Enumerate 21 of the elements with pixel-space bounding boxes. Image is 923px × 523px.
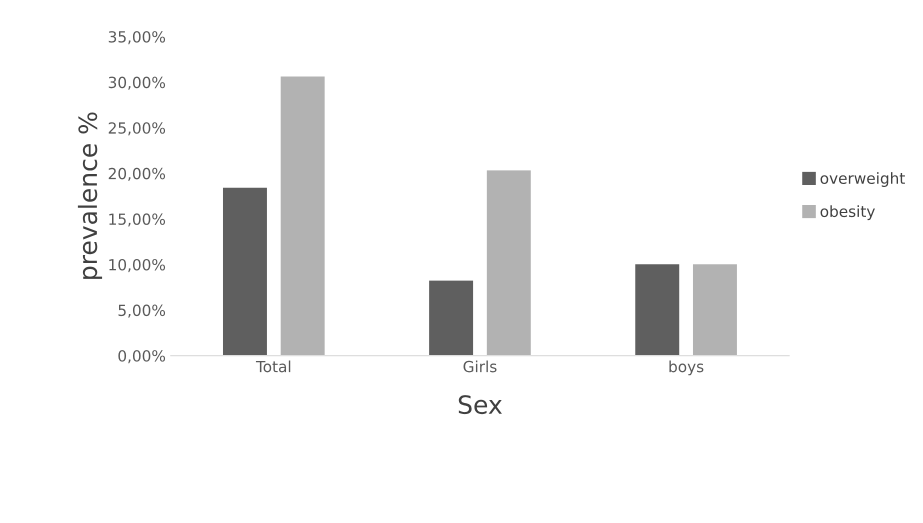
y-tick-label: 15,00% (109, 213, 166, 226)
y-tick-label: 30,00% (108, 76, 166, 90)
y-axis-title: prevalence % (78, 112, 102, 279)
y-tick-label: 25,00% (108, 122, 166, 136)
y-tick-label: 5,00% (118, 304, 166, 318)
legend-label: obesity (820, 205, 875, 220)
x-tick-label: Girls (464, 360, 496, 372)
y-tick-label: 10,00% (109, 258, 166, 272)
bar (428, 279, 474, 356)
bar (279, 75, 326, 356)
bar (692, 262, 738, 356)
bar (485, 168, 532, 356)
bar (222, 186, 268, 356)
y-tick-label: 35,00% (108, 31, 166, 44)
legend-label: overweight (820, 172, 905, 187)
y-tick-label: 0,00% (118, 350, 166, 364)
bar (634, 262, 681, 356)
x-tick-label: Total (256, 360, 290, 372)
x-axis-title: Sex (458, 395, 502, 414)
y-tick-label: 20,00% (108, 168, 166, 181)
x-tick-label: boys (669, 360, 704, 376)
